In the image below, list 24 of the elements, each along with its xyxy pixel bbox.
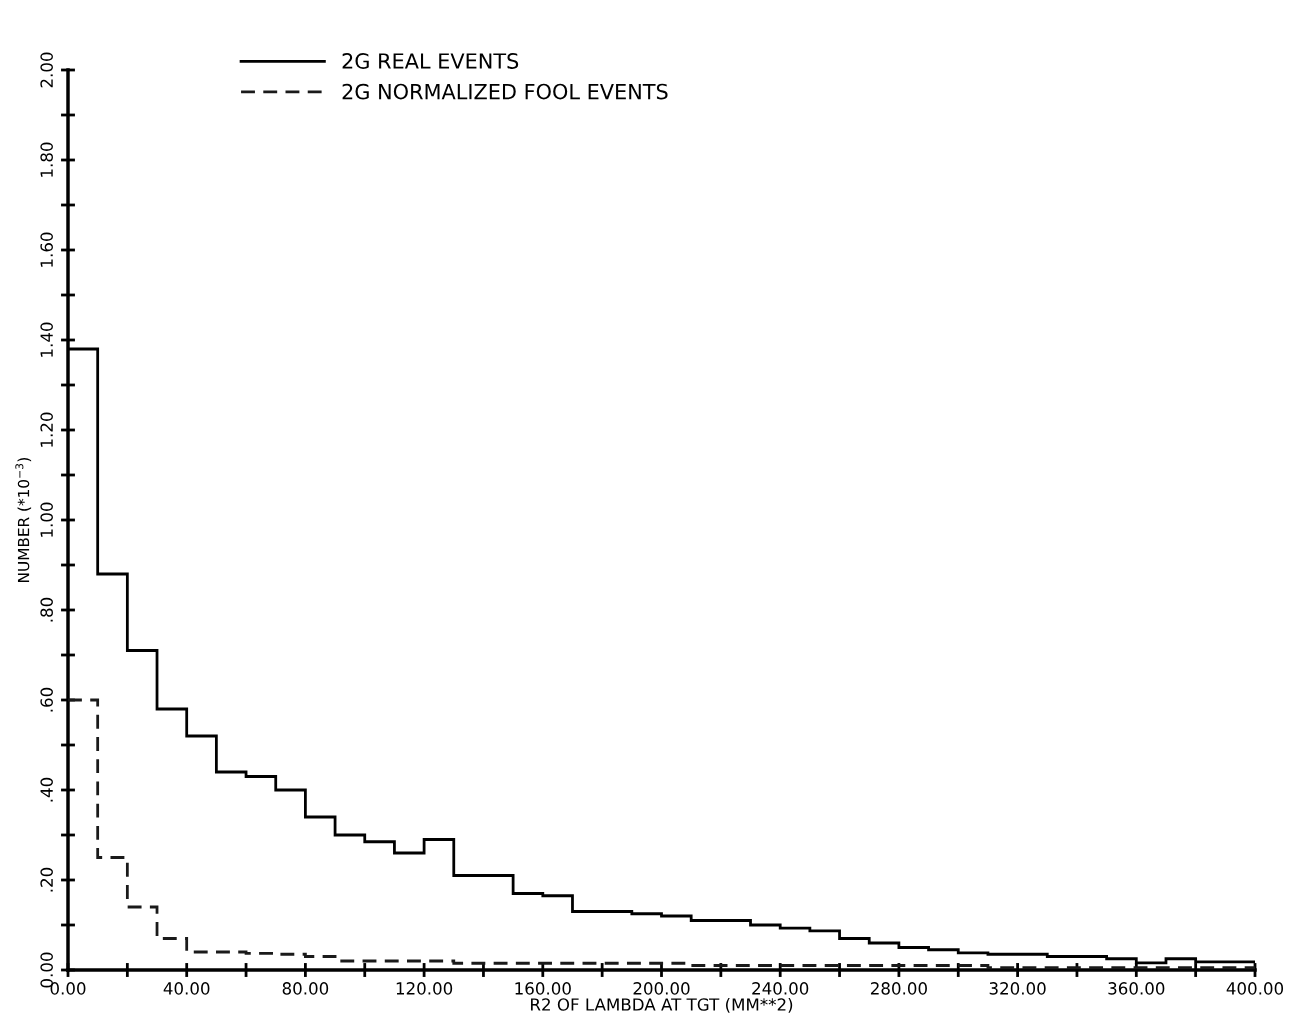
x-tick-label: 160.00	[515, 982, 571, 995]
y-axis-title: NUMBER (*10$^{−3}$)	[15, 457, 32, 582]
y-tick-label: 1.80	[40, 142, 53, 177]
x-tick-label: 400.00	[1226, 982, 1284, 995]
y-tick-label: .40	[40, 777, 53, 802]
y-tick-label: 1.20	[40, 412, 53, 447]
x-tick-label: 120.00	[396, 982, 453, 995]
y-tick-label: 1.40	[40, 322, 53, 357]
x-tick-label: 240.00	[752, 982, 809, 995]
x-tick-label: 40.00	[163, 982, 210, 995]
legend-label: 2G REAL EVENTS	[342, 53, 519, 69]
x-axis-title: R2 OF LAMBDA AT TGT (MM**2)	[531, 997, 793, 1013]
x-tick-label: 320.00	[989, 982, 1046, 995]
x-tick-label: 360.00	[1108, 982, 1165, 995]
x-tick-label: 200.00	[633, 982, 690, 995]
y-tick-label: .80	[40, 597, 53, 622]
y-tick-label: 2.00	[40, 52, 53, 88]
legend-label: 2G NORMALIZED FOOL EVENTS	[342, 83, 668, 100]
x-tick-label: 280.00	[870, 982, 927, 995]
x-tick-label: 80.00	[282, 982, 329, 995]
y-tick-label: .20	[40, 867, 53, 892]
y-tick-label: 1.00	[40, 502, 53, 537]
y-tick-label: 1.60	[40, 232, 53, 267]
y-tick-label: .60	[40, 687, 53, 712]
